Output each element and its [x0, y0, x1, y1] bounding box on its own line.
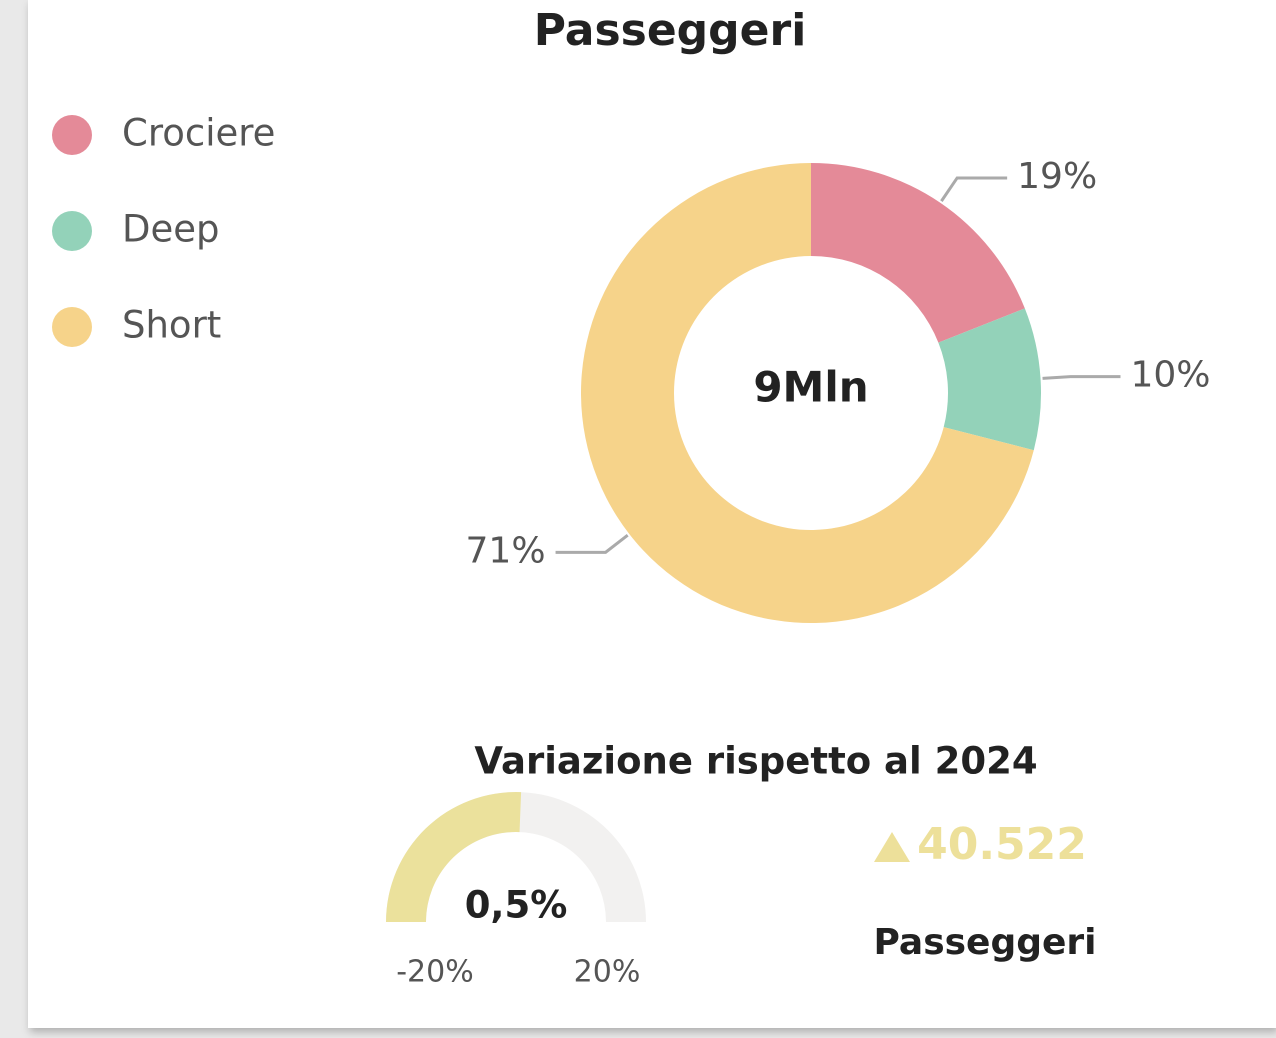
leader-line — [1042, 375, 1121, 380]
legend-label: Deep — [122, 208, 220, 251]
gauge-value: 0,5% — [465, 884, 568, 927]
gauge-title: Variazione rispetto al 2024 — [474, 740, 1037, 783]
gauge-max-label: 20% — [574, 955, 641, 990]
slice — [580, 163, 1034, 623]
leader-line — [555, 534, 629, 554]
data-label: 19% — [1017, 156, 1097, 197]
kpi-arrow — [874, 832, 910, 862]
kpi-value: 40.522 — [917, 819, 1087, 870]
leader-line — [940, 176, 1008, 202]
legend-swatch — [52, 115, 92, 155]
data-label: 71% — [466, 530, 546, 571]
slice — [811, 163, 1025, 343]
slice — [938, 308, 1041, 451]
chart-title: Passeggeri — [534, 5, 807, 56]
legend-swatch — [52, 211, 92, 251]
legend-label: Short — [122, 304, 221, 347]
center-label: 9Mln — [753, 363, 868, 412]
data-label: 10% — [1130, 355, 1210, 396]
legend-swatch — [52, 307, 92, 347]
kpi-label: Passeggeri — [873, 922, 1096, 963]
legend-label: Crociere — [122, 112, 275, 155]
gauge-fill — [386, 792, 522, 922]
gauge-min-label: -20% — [396, 955, 474, 990]
